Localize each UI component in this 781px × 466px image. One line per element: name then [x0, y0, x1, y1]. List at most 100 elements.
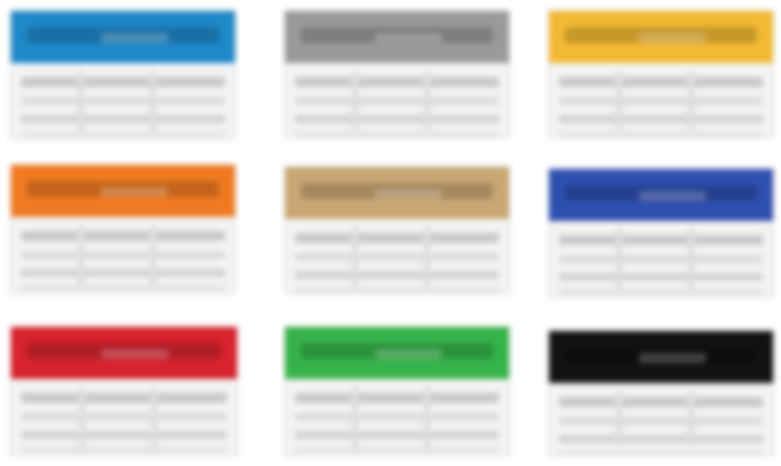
- swatch-card-black[interactable]: [548, 330, 774, 456]
- swatch-card-gold[interactable]: [548, 10, 774, 138]
- preview-line: [295, 447, 499, 453]
- swatch-preview-body: [11, 379, 237, 455]
- header-bar: [301, 343, 493, 359]
- preview-divider: [687, 71, 694, 129]
- preview-line: [559, 397, 763, 407]
- swatch-header-orange: [11, 165, 235, 217]
- header-bar: [374, 189, 442, 199]
- swatch-header-green: [285, 327, 509, 379]
- header-bar: [101, 349, 170, 359]
- preview-line: [559, 435, 763, 443]
- swatch-card-red[interactable]: [10, 326, 238, 456]
- preview-divider: [149, 225, 156, 285]
- swatch-card-blue[interactable]: [10, 10, 236, 140]
- preview-line: [559, 77, 763, 87]
- header-bar: [565, 185, 757, 201]
- swatch-preview-body: [549, 221, 773, 297]
- swatch-card-orange[interactable]: [10, 164, 236, 294]
- swatch-header-red: [11, 327, 237, 379]
- preview-line: [21, 131, 225, 137]
- preview-line: [295, 97, 499, 105]
- swatch-header-gold: [549, 11, 773, 63]
- swatch-preview-body: [549, 63, 773, 137]
- preview-line: [295, 115, 499, 123]
- preview-divider: [352, 227, 359, 285]
- preview-line: [559, 289, 763, 295]
- swatch-header-navy: [549, 169, 773, 221]
- preview-line: [21, 251, 225, 259]
- preview-divider: [78, 387, 85, 447]
- preview-divider: [78, 225, 85, 285]
- header-bar: [565, 27, 757, 43]
- preview-divider: [151, 387, 158, 447]
- preview-divider: [352, 71, 359, 129]
- header-bar: [27, 343, 221, 359]
- preview-line: [21, 393, 227, 403]
- preview-line: [559, 273, 763, 281]
- swatch-card-tan[interactable]: [284, 166, 510, 294]
- preview-line: [21, 431, 227, 439]
- header-bar: [100, 187, 168, 197]
- preview-line: [559, 115, 763, 123]
- swatch-header-blue: [11, 11, 235, 63]
- preview-line: [295, 393, 499, 403]
- preview-line: [295, 287, 499, 293]
- preview-line: [559, 131, 763, 137]
- swatch-preview-body: [549, 383, 773, 455]
- preview-line: [21, 77, 225, 87]
- swatch-card-gray[interactable]: [284, 10, 510, 138]
- swatch-header-gray: [285, 11, 509, 63]
- header-bar: [638, 191, 706, 201]
- preview-divider: [423, 227, 430, 285]
- preview-line: [21, 231, 225, 241]
- preview-divider: [687, 391, 694, 447]
- preview-line: [21, 115, 225, 123]
- preview-divider: [149, 71, 156, 131]
- header-bar: [638, 353, 706, 363]
- preview-line: [21, 447, 227, 453]
- preview-divider: [78, 71, 85, 131]
- preview-line: [21, 285, 225, 291]
- preview-line: [21, 97, 225, 105]
- preview-line: [559, 97, 763, 105]
- header-bar: [27, 181, 219, 197]
- preview-line: [295, 77, 499, 87]
- preview-divider: [616, 229, 623, 289]
- swatch-preview-body: [285, 63, 509, 137]
- header-bar: [27, 27, 219, 43]
- preview-divider: [616, 391, 623, 447]
- preview-line: [295, 413, 499, 421]
- swatch-card-green[interactable]: [284, 326, 510, 456]
- preview-line: [295, 253, 499, 261]
- preview-divider: [423, 71, 430, 129]
- swatch-preview-body: [285, 379, 509, 455]
- preview-line: [559, 451, 763, 455]
- swatch-preview-body: [11, 217, 235, 293]
- preview-line: [559, 235, 763, 245]
- preview-line: [295, 271, 499, 279]
- header-bar: [374, 349, 442, 359]
- preview-line: [295, 431, 499, 439]
- preview-line: [295, 131, 499, 137]
- header-bar: [565, 347, 757, 363]
- swatch-preview-body: [285, 219, 509, 293]
- header-bar: [374, 33, 442, 43]
- preview-divider: [616, 71, 623, 129]
- preview-divider: [352, 387, 359, 447]
- header-bar: [638, 33, 706, 43]
- header-bar: [100, 33, 168, 43]
- header-bar: [301, 27, 493, 43]
- swatch-header-tan: [285, 167, 509, 219]
- swatch-preview-body: [11, 63, 235, 139]
- preview-line: [559, 417, 763, 425]
- preview-divider: [423, 387, 430, 447]
- preview-line: [21, 269, 225, 277]
- swatch-header-black: [549, 331, 773, 383]
- header-bar: [301, 183, 493, 199]
- swatch-card-navy[interactable]: [548, 168, 774, 298]
- preview-line: [559, 255, 763, 263]
- preview-line: [295, 233, 499, 243]
- preview-divider: [687, 229, 694, 289]
- preview-line: [21, 413, 227, 421]
